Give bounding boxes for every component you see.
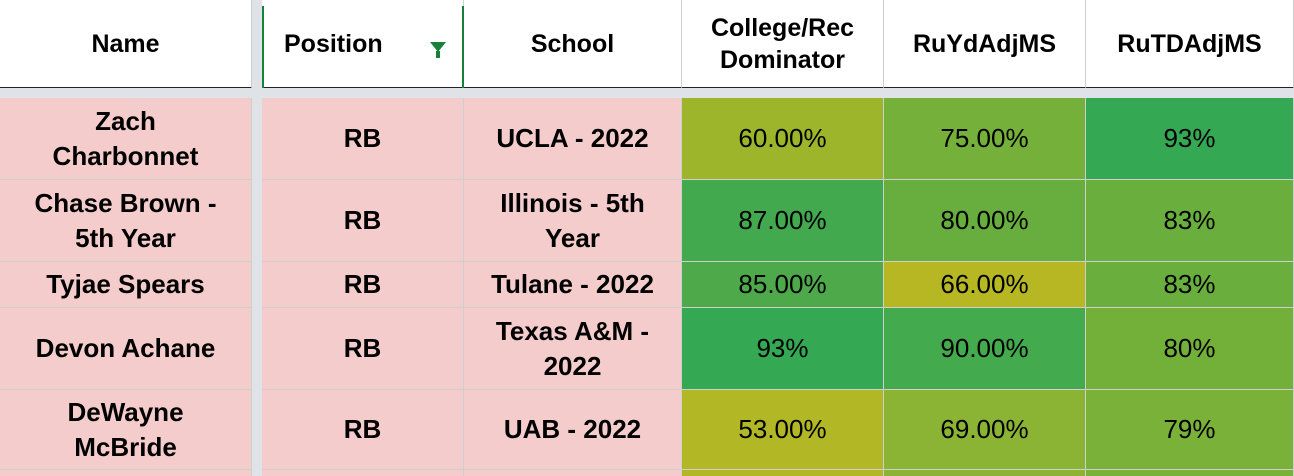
header-position-label: Position — [284, 29, 383, 58]
dominator-value: 85.00% — [738, 269, 827, 299]
name-cell[interactable]: Tyjae Spears — [0, 262, 252, 308]
name-line1: DeWayne — [67, 396, 184, 427]
header-rutd-label: RuTDAdjMS — [1117, 29, 1262, 58]
name-line1: Devon Achane — [35, 333, 216, 363]
school-cell[interactable] — [464, 470, 682, 476]
header-name[interactable]: Name — [0, 0, 252, 89]
position-value: RB — [343, 205, 382, 235]
ruyd-value: 69.00% — [940, 414, 1029, 444]
dominator-value: 60.00% — [738, 123, 827, 153]
header-school-label: School — [530, 29, 615, 58]
name-line1: Tyjae Spears — [46, 269, 205, 299]
header-dominator-line1: College/Rec — [710, 13, 855, 42]
header-dominator-line2: Dominator — [720, 45, 845, 74]
header-ruyd[interactable]: RuYdAdjMS — [884, 0, 1086, 89]
rutd-cell[interactable]: 93% — [1086, 98, 1294, 180]
rutd-value: 80% — [1163, 333, 1216, 363]
rutd-cell[interactable]: 79% — [1086, 390, 1294, 470]
rutd-cell[interactable]: 83% — [1086, 262, 1294, 308]
ruyd-value: 75.00% — [940, 123, 1029, 153]
school-line1: UAB - 2022 — [503, 414, 642, 444]
rutd-value: 93% — [1163, 123, 1216, 153]
school-cell[interactable]: Illinois - 5th Year — [464, 180, 682, 262]
dominator-cell[interactable]: 53.00% — [682, 390, 884, 470]
school-line1: Illinois - 5th — [500, 187, 645, 218]
ruyd-cell[interactable]: 75.00% — [884, 98, 1086, 180]
rutd-value: 83% — [1163, 269, 1216, 299]
school-cell[interactable]: UAB - 2022 — [464, 390, 682, 470]
name-line2: Charbonnet — [52, 140, 199, 171]
school-cell[interactable]: UCLA - 2022 — [464, 98, 682, 180]
name-cell[interactable]: Zach Charbonnet — [0, 98, 252, 180]
dominator-value: 93% — [756, 333, 809, 363]
name-cell[interactable]: Chase Brown - 5th Year — [0, 180, 252, 262]
school-cell[interactable]: Texas A&M - 2022 — [464, 308, 682, 390]
ruyd-value: 80.00% — [940, 205, 1029, 235]
dominator-cell[interactable]: 87.00% — [682, 180, 884, 262]
school-line2: 2022 — [543, 350, 602, 381]
school-line1: UCLA - 2022 — [496, 123, 649, 153]
school-cell[interactable]: Tulane - 2022 — [464, 262, 682, 308]
rutd-value: 83% — [1163, 205, 1216, 235]
selection-border-right — [462, 6, 464, 89]
dominator-cell[interactable]: 93% — [682, 308, 884, 390]
ruyd-value: 66.00% — [940, 269, 1029, 299]
rutd-cell[interactable]: 83% — [1086, 180, 1294, 262]
position-cell[interactable]: RB — [262, 262, 464, 308]
position-value: RB — [343, 123, 382, 153]
frozen-row-divider[interactable] — [0, 88, 1294, 98]
ruyd-value: 90.00% — [940, 333, 1029, 363]
dominator-value: 53.00% — [738, 414, 827, 444]
school-line2: Year — [545, 222, 600, 253]
rutd-cell[interactable] — [1086, 470, 1294, 476]
dominator-cell[interactable]: 85.00% — [682, 262, 884, 308]
name-cell[interactable] — [0, 470, 252, 476]
name-line2: 5th Year — [75, 222, 176, 253]
header-rutd[interactable]: RuTDAdjMS — [1086, 0, 1294, 89]
filter-funnel-icon[interactable] — [428, 40, 448, 60]
rutd-value: 79% — [1163, 414, 1216, 444]
position-cell[interactable]: RB — [262, 308, 464, 390]
header-name-label: Name — [91, 29, 160, 58]
name-line1: Chase Brown - — [34, 187, 217, 218]
dominator-cell[interactable]: 60.00% — [682, 98, 884, 180]
position-cell[interactable]: RB — [262, 98, 464, 180]
name-cell[interactable]: DeWayne McBride — [0, 390, 252, 470]
position-cell[interactable]: RB — [262, 180, 464, 262]
header-school[interactable]: School — [464, 0, 682, 89]
school-line1: Texas A&M - — [495, 315, 650, 346]
header-dominator[interactable]: College/Rec Dominator — [682, 0, 884, 89]
rutd-cell[interactable]: 80% — [1086, 308, 1294, 390]
position-value: RB — [343, 333, 382, 363]
ruyd-cell[interactable] — [884, 470, 1086, 476]
selection-border-left — [262, 6, 264, 89]
ruyd-cell[interactable]: 66.00% — [884, 262, 1086, 308]
name-cell[interactable]: Devon Achane — [0, 308, 252, 390]
ruyd-cell[interactable]: 90.00% — [884, 308, 1086, 390]
dominator-cell[interactable] — [682, 470, 884, 476]
position-value: RB — [343, 269, 382, 299]
ruyd-cell[interactable]: 80.00% — [884, 180, 1086, 262]
name-line1: Zach — [95, 105, 156, 136]
header-ruyd-label: RuYdAdjMS — [912, 29, 1057, 58]
dominator-value: 87.00% — [738, 205, 827, 235]
ruyd-cell[interactable]: 69.00% — [884, 390, 1086, 470]
position-cell[interactable]: RB — [262, 390, 464, 470]
school-line1: Tulane - 2022 — [491, 269, 654, 299]
position-cell[interactable] — [262, 470, 464, 476]
name-line2: McBride — [74, 431, 177, 462]
frozen-column-divider[interactable] — [252, 0, 262, 476]
position-value: RB — [343, 414, 382, 444]
